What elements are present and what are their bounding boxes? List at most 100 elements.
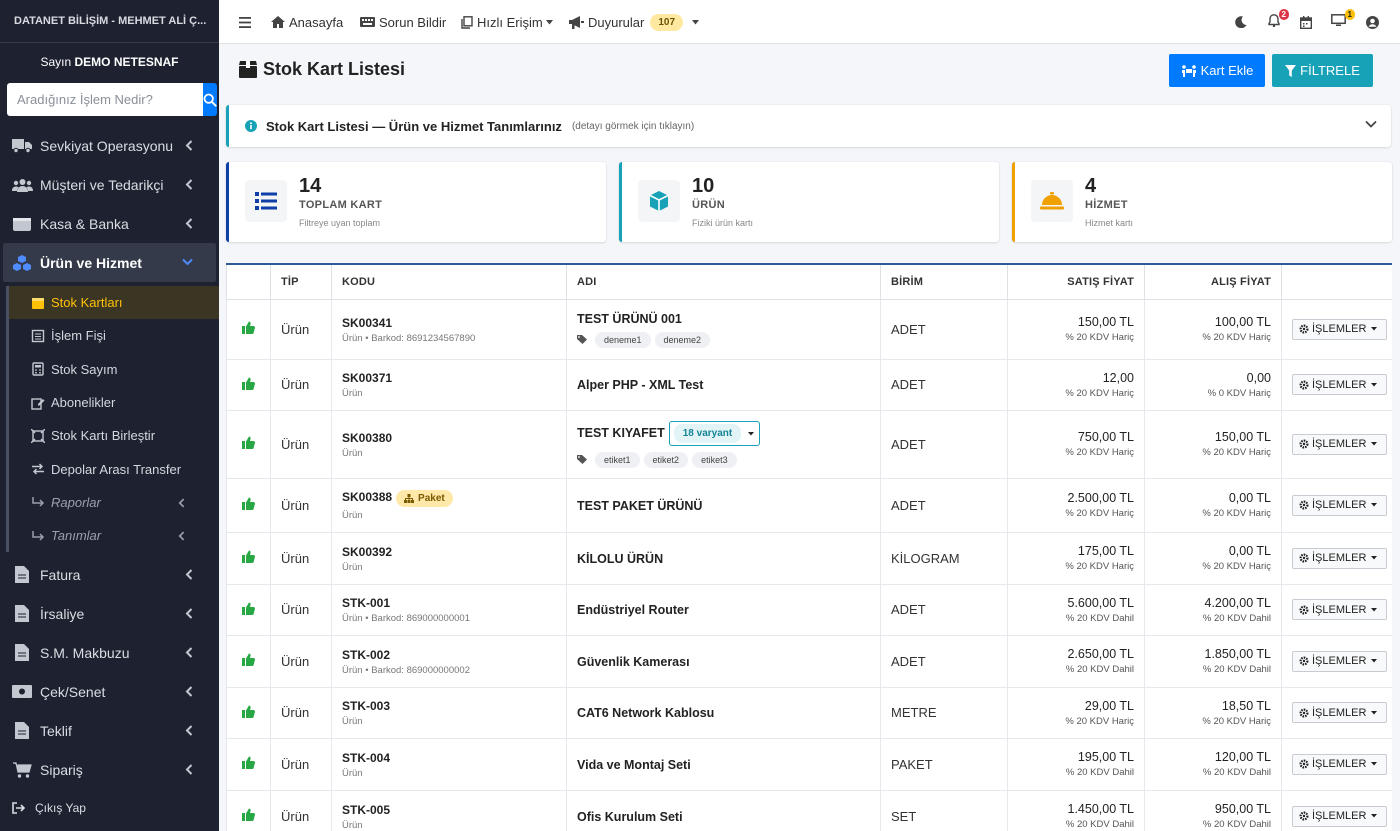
product-name[interactable]: Ofis Kurulum Seti (577, 809, 683, 824)
sidebar-subitem-stok-kartlari[interactable]: Stok Kartları (6, 286, 219, 320)
add-card-button[interactable]: Kart Ekle (1169, 54, 1265, 87)
tag-chip[interactable]: deneme2 (654, 331, 711, 348)
actions-dropdown-button[interactable]: İŞLEMLER (1292, 433, 1388, 455)
product-name[interactable]: CAT6 Network Kablosu (577, 706, 715, 720)
stock-code[interactable]: SK00341 (342, 315, 393, 330)
col-header-tip[interactable]: TİP (270, 265, 332, 300)
col-header-kodu[interactable]: KODU (331, 265, 567, 300)
notifications-button[interactable]: 2 (1268, 0, 1289, 44)
table-row[interactable]: Ürün SK00388 Paket Ürün TEST PAKET ÜRÜNÜ ADET… (226, 477, 1392, 533)
stock-code[interactable]: SK00380 (342, 430, 393, 445)
actions-dropdown-button[interactable]: İŞLEMLER (1292, 702, 1388, 723)
nav-quick-access[interactable]: Hızlı Erişim (461, 0, 557, 44)
status-cell (226, 531, 271, 585)
table-row[interactable]: Ürün STK-003 Ürün CAT6 Network Kablosu METRE… (226, 686, 1392, 739)
sidebar-item-sevkiyat[interactable]: Sevkiyat Operasyonu (0, 126, 219, 165)
stock-code[interactable]: SK00392 (342, 544, 393, 559)
actions-dropdown-button[interactable]: İŞLEMLER (1292, 374, 1388, 395)
tag-chip[interactable]: etiket2 (643, 451, 689, 468)
product-name[interactable]: Alper PHP - XML Test (577, 378, 704, 392)
nav-announcements[interactable]: Duyurular 107 (569, 0, 703, 44)
sidebar-subitem-islem-fisi[interactable]: İşlem Fişi (6, 319, 219, 353)
sidebar-item-siparis[interactable]: Sipariş (0, 750, 219, 789)
col-header-satis-fiyat[interactable]: SATIŞ FİYAT (1007, 265, 1145, 300)
table-row[interactable]: Ürün STK-002 Ürün • Barkod: 869000000002 Gü… (226, 634, 1392, 688)
table-row[interactable]: Ürün SK00380 Ürün TEST KIYAFET 18 varyant eti… (226, 409, 1392, 479)
actions-dropdown-button[interactable]: İŞLEMLER (1292, 805, 1388, 827)
product-name[interactable]: TEST KIYAFET (577, 425, 665, 440)
sidebar-subitem-tanimlar[interactable]: Tanımlar (6, 519, 219, 553)
stock-code[interactable]: STK-002 (342, 647, 391, 662)
screens-button[interactable]: 1 (1331, 0, 1355, 44)
sidebar-item-fatura[interactable]: Fatura (0, 555, 219, 594)
sidebar-item-musteri[interactable]: Müşteri ve Tedarikçi (0, 165, 219, 204)
stock-code[interactable]: SK00388 (342, 490, 393, 505)
table-row[interactable]: Ürün SK00341 Ürün • Barkod: 8691234567890 T… (226, 298, 1392, 360)
logout-link[interactable]: Çıkış Yap (12, 801, 86, 815)
col-header-birim[interactable]: BİRİM (880, 265, 1008, 300)
product-name[interactable]: TEST ÜRÜNÜ 001 (577, 311, 682, 326)
stock-code[interactable]: SK00371 (342, 371, 393, 385)
tag-list: etiket1 etiket2 etiket3 (577, 451, 870, 468)
sidebar-item-sm-makbuzu[interactable]: S.M. Makbuzu (0, 633, 219, 672)
info-collapsible[interactable]: Stok Kart Listesi — Ürün ve Hizmet Tanım… (226, 105, 1391, 147)
table-row[interactable]: Ürün STK-001 Ürün • Barkod: 869000000001 En… (226, 583, 1392, 636)
search-input[interactable] (7, 83, 203, 116)
calendar-button[interactable] (1300, 0, 1316, 44)
table-row[interactable]: Ürün SK00392 Ürün KİLOLU ÜRÜN KİLOGRAM 175,00… (226, 531, 1392, 585)
thumbs-up-icon (242, 497, 255, 510)
brand-name[interactable]: DATANET BİLİŞİM - MEHMET ALİ Ç... (0, 0, 219, 43)
tag-chip[interactable]: deneme1 (595, 331, 651, 348)
variant-dropdown[interactable]: 18 varyant (668, 420, 761, 446)
menu-toggle[interactable] (239, 0, 255, 44)
stock-code[interactable]: STK-004 (342, 750, 391, 765)
nav-home[interactable]: Anasayfa (271, 0, 343, 44)
tag-chip[interactable]: etiket1 (595, 451, 640, 468)
col-header-adi[interactable]: ADI (566, 265, 881, 300)
hamburger-icon (239, 16, 251, 28)
info-subtitle: (detayı görmek için tıklayın) (571, 120, 695, 132)
sidebar-item-irsaliye[interactable]: İrsaliye (0, 594, 219, 633)
table-header-row: TİP KODU ADI BİRİM SATIŞ FİYAT ALIŞ FİYA… (226, 265, 1392, 300)
stock-code[interactable]: STK-005 (342, 802, 391, 817)
theme-toggle[interactable] (1235, 0, 1251, 44)
user-menu-button[interactable] (1366, 0, 1383, 44)
actions-dropdown-button[interactable]: İŞLEMLER (1292, 318, 1388, 340)
nav-report-issue[interactable]: Sorun Bildir (360, 0, 446, 44)
product-name[interactable]: Endüstriyel Router (577, 603, 689, 617)
actions-dropdown-button[interactable]: İŞLEMLER (1292, 753, 1388, 775)
product-name[interactable]: Güvenlik Kamerası (577, 654, 690, 669)
product-name[interactable]: TEST PAKET ÜRÜNÜ (577, 498, 703, 513)
table-row[interactable]: Ürün SK00371 Ürün Alper PHP - XML Test ADET 1… (226, 358, 1392, 411)
sidebar-item-cek-senet[interactable]: Çek/Senet (0, 672, 219, 711)
chevron-left-icon (185, 608, 193, 620)
code-subtext: Ürün (342, 388, 363, 399)
sidebar-subitem-stok-sayim[interactable]: Stok Sayım (6, 352, 219, 386)
sidebar-subitem-abonelikler[interactable]: Abonelikler (6, 385, 219, 420)
sitemap-icon (404, 493, 415, 503)
actions-dropdown-button[interactable]: İŞLEMLER (1292, 599, 1388, 620)
table-row[interactable]: Ürün STK-005 Ürün Ofis Kurulum Seti SET 1.450… (226, 789, 1392, 831)
sidebar-item-kasa[interactable]: Kasa & Banka (0, 204, 219, 243)
moon-icon (1235, 16, 1247, 28)
col-header-alis-fiyat[interactable]: ALIŞ FİYAT (1144, 265, 1282, 300)
filter-button[interactable]: FİLTRELE (1272, 54, 1373, 87)
cog-icon (1299, 811, 1309, 821)
actions-dropdown-button[interactable]: İŞLEMLER (1292, 547, 1388, 569)
thumbs-up-icon (242, 705, 255, 718)
sidebar-subitem-raporlar[interactable]: Raporlar (6, 485, 219, 520)
search-button[interactable] (203, 83, 217, 116)
sidebar-item-teklif[interactable]: Teklif (0, 711, 219, 750)
sidebar-subitem-birlestir[interactable]: Stok Kartı Birleştir (6, 419, 219, 453)
stock-code[interactable]: STK-001 (342, 596, 391, 610)
sidebar-item-urun-hizmet[interactable]: Ürün ve Hizmet (3, 243, 216, 282)
actions-dropdown-button[interactable]: İŞLEMLER (1292, 650, 1388, 672)
product-name[interactable]: KİLOLU ÜRÜN (577, 551, 664, 566)
type-cell: Ürün (270, 409, 332, 479)
tag-chip[interactable]: etiket3 (692, 451, 737, 468)
table-row[interactable]: Ürün STK-004 Ürün Vida ve Montaj Seti PAKET 1… (226, 737, 1392, 791)
product-name[interactable]: Vida ve Montaj Seti (577, 757, 691, 772)
actions-dropdown-button[interactable]: İŞLEMLER (1292, 494, 1388, 516)
stock-code[interactable]: STK-003 (342, 699, 391, 713)
sidebar-subitem-depolar-transfer[interactable]: Depolar Arası Transfer (6, 452, 219, 486)
